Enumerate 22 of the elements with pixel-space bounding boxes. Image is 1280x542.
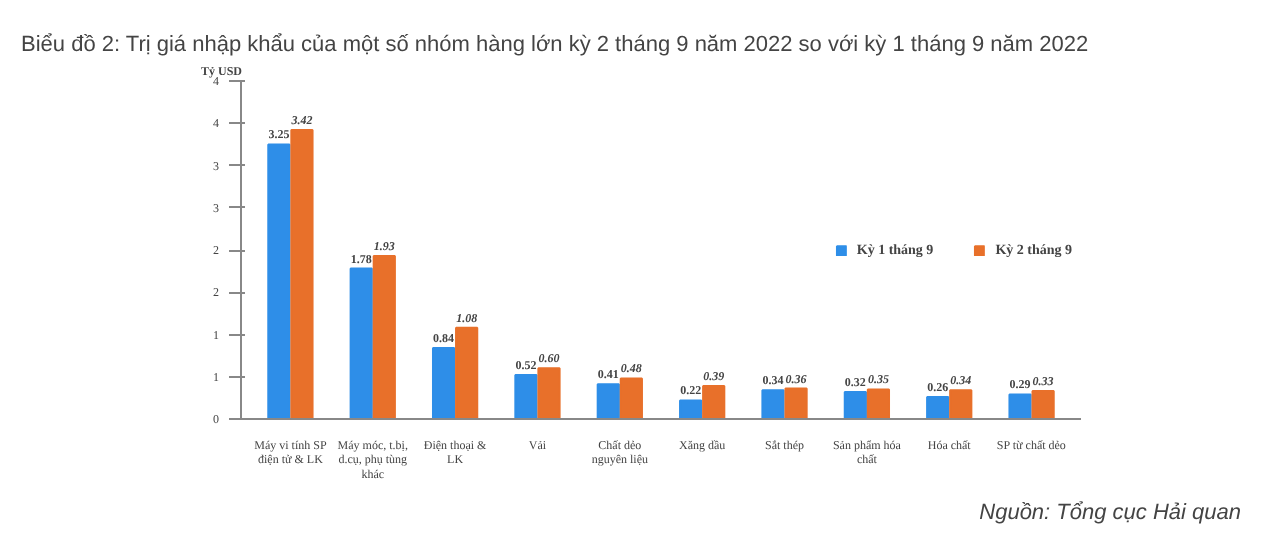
bar <box>596 383 620 419</box>
bar <box>1031 390 1055 419</box>
bar <box>784 387 808 419</box>
chart-title: Biểu đồ 2: Trị giá nhập khẩu của một số nhóm hàng lớn kỳ 2 tháng 9 năm 2022 so với kỳ 1 tháng 9 năm 2022 <box>21 33 1089 57</box>
bar <box>702 385 726 419</box>
bar <box>431 347 456 419</box>
bar <box>514 374 538 419</box>
bar <box>866 388 891 419</box>
bar <box>290 129 314 419</box>
bar <box>619 377 643 419</box>
bar <box>679 399 703 419</box>
bar <box>267 143 291 419</box>
text: Nguồn: Tổng cục Hải quan <box>979 501 1242 525</box>
bar <box>926 396 950 419</box>
bar <box>455 326 479 419</box>
bar <box>761 389 785 419</box>
bar <box>372 254 396 419</box>
bar <box>537 367 561 419</box>
bar <box>349 267 373 419</box>
bar <box>1008 393 1032 419</box>
bar <box>949 389 973 419</box>
bar <box>843 390 867 419</box>
